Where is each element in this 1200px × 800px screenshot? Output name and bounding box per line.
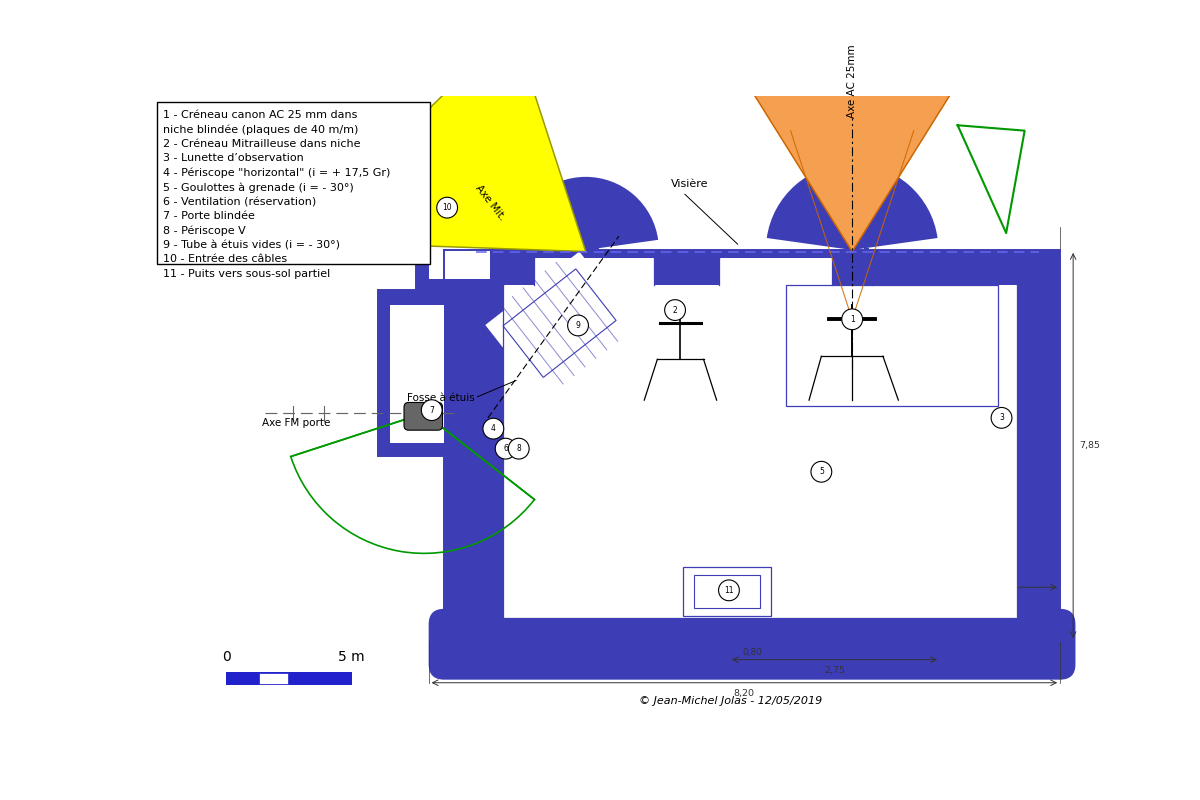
Polygon shape — [416, 182, 503, 290]
Circle shape — [991, 407, 1012, 428]
Text: 9: 9 — [576, 321, 581, 330]
Text: 1: 1 — [850, 314, 854, 324]
Circle shape — [568, 315, 588, 336]
Circle shape — [719, 580, 739, 601]
Polygon shape — [462, 229, 656, 418]
Polygon shape — [860, 252, 864, 285]
Text: Axe FM porte: Axe FM porte — [263, 418, 331, 428]
Text: 10: 10 — [443, 203, 452, 212]
Text: 0: 0 — [222, 650, 230, 664]
Text: 5 m: 5 m — [338, 650, 365, 664]
Text: 2,75: 2,75 — [824, 666, 845, 675]
Text: 7: 7 — [430, 406, 434, 414]
Polygon shape — [654, 280, 658, 285]
Circle shape — [665, 300, 685, 321]
Polygon shape — [676, 258, 680, 285]
Wedge shape — [514, 177, 658, 250]
Text: © Jean-Michel Jolas - 12/05/2019: © Jean-Michel Jolas - 12/05/2019 — [638, 696, 822, 706]
Polygon shape — [503, 258, 1016, 618]
Text: 3: 3 — [1000, 414, 1004, 422]
Circle shape — [841, 309, 863, 330]
Circle shape — [509, 438, 529, 459]
Text: Visière: Visière — [671, 179, 708, 189]
FancyBboxPatch shape — [404, 402, 443, 430]
Wedge shape — [767, 164, 937, 250]
Polygon shape — [431, 200, 491, 216]
Polygon shape — [864, 248, 869, 285]
Text: Axe AC 25mm: Axe AC 25mm — [847, 44, 857, 118]
Text: 8,20: 8,20 — [734, 689, 755, 698]
Polygon shape — [832, 280, 836, 285]
Polygon shape — [671, 262, 676, 285]
Circle shape — [482, 418, 504, 439]
Polygon shape — [444, 250, 1060, 641]
Text: 2: 2 — [673, 306, 678, 314]
FancyBboxPatch shape — [428, 609, 1075, 680]
Circle shape — [421, 400, 442, 421]
Text: Axe Mit.: Axe Mit. — [474, 182, 508, 222]
Polygon shape — [378, 290, 444, 456]
Polygon shape — [662, 271, 667, 285]
Polygon shape — [259, 673, 288, 684]
Polygon shape — [658, 276, 662, 285]
Wedge shape — [752, 63, 952, 251]
Text: 5: 5 — [818, 467, 823, 476]
Polygon shape — [226, 672, 352, 685]
Circle shape — [811, 462, 832, 482]
Polygon shape — [836, 275, 841, 285]
Text: 11: 11 — [725, 586, 733, 595]
Polygon shape — [390, 306, 444, 442]
Text: Fosse à étuis: Fosse à étuis — [407, 393, 475, 403]
Polygon shape — [680, 254, 684, 285]
Text: 8: 8 — [516, 444, 521, 453]
Text: 0,80: 0,80 — [742, 647, 762, 657]
Text: 3,50: 3,50 — [781, 524, 803, 533]
Circle shape — [496, 438, 516, 459]
FancyBboxPatch shape — [157, 102, 431, 264]
Polygon shape — [846, 266, 851, 285]
Polygon shape — [667, 267, 671, 285]
Polygon shape — [856, 257, 860, 285]
Text: 1 - Créneau canon AC 25 mm dans
niche blindée (plaques de 40 m/m)
2 - Créneau Mi: 1 - Créneau canon AC 25 mm dans niche bl… — [163, 110, 390, 278]
Text: 0,50: 0,50 — [742, 444, 762, 453]
Polygon shape — [851, 262, 856, 285]
Wedge shape — [374, 50, 586, 251]
Circle shape — [437, 198, 457, 218]
Text: 4: 4 — [491, 424, 496, 433]
Text: 6: 6 — [503, 444, 508, 453]
Polygon shape — [428, 198, 491, 279]
Text: 7,85: 7,85 — [1079, 441, 1100, 450]
Polygon shape — [841, 270, 846, 285]
Polygon shape — [485, 251, 634, 394]
Polygon shape — [683, 567, 770, 616]
Text: 1,75: 1,75 — [983, 594, 1004, 602]
